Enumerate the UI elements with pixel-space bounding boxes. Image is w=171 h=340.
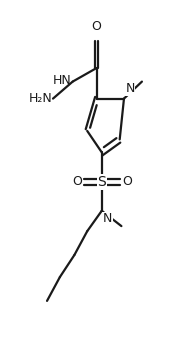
Text: N: N <box>125 82 135 95</box>
Text: O: O <box>122 175 132 188</box>
Text: N: N <box>103 212 112 225</box>
Text: O: O <box>72 175 82 188</box>
Text: O: O <box>92 20 102 33</box>
Text: HN: HN <box>53 74 72 87</box>
Text: S: S <box>97 175 106 189</box>
Text: H₂N: H₂N <box>28 92 52 105</box>
